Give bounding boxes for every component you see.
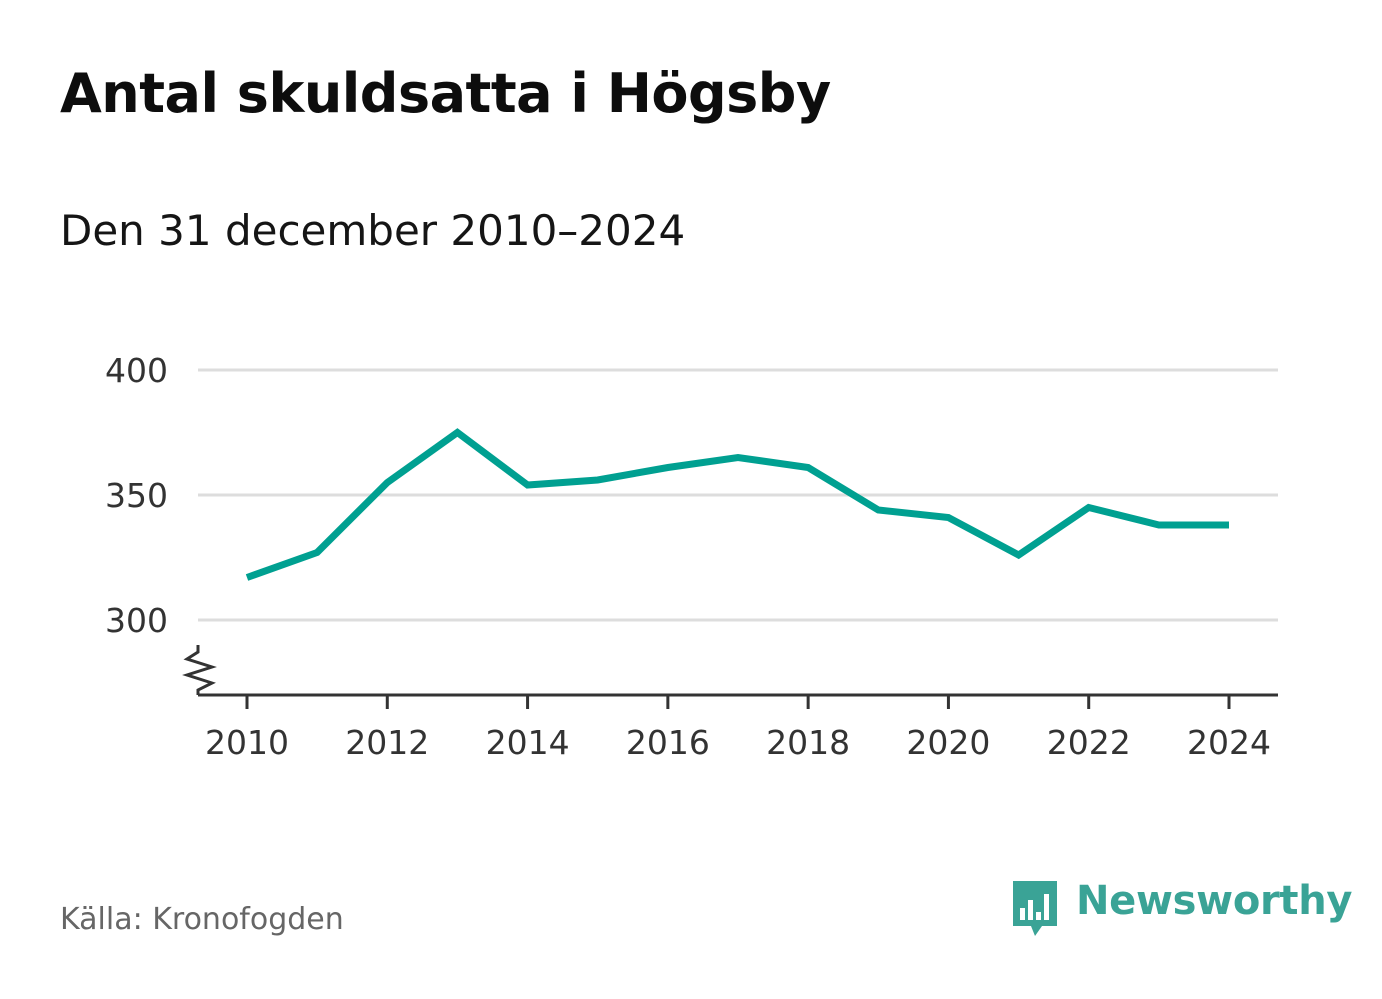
y-tick-label: 300 [105, 601, 168, 640]
x-tick-labels: 2010 2012 2014 2016 2018 2020 2022 2024 [205, 723, 1271, 762]
source-note: Källa: Kronofogden [60, 902, 344, 937]
x-tick-label: 2014 [486, 723, 570, 762]
x-tick-label: 2016 [626, 723, 710, 762]
newsworthy-logo-icon [1013, 881, 1057, 936]
brand-name: Newsworthy [1076, 878, 1353, 924]
series-lines [245, 428, 1229, 581]
brand-logo: Newsworthy [1010, 878, 1353, 942]
gridlines [198, 368, 1278, 622]
x-tick-label: 2012 [345, 723, 429, 762]
x-tick-label: 2018 [766, 723, 850, 762]
chart-title: Antal skuldsatta i Högsby [60, 62, 831, 125]
x-tick-label: 2010 [205, 723, 289, 762]
x-tick-label: 2020 [906, 723, 990, 762]
x-axis [182, 645, 1278, 709]
axis-break-mark [182, 645, 217, 695]
x-tick-label: 2022 [1047, 723, 1131, 762]
y-tick-label: 400 [105, 351, 168, 390]
y-tick-label: 350 [105, 476, 168, 515]
y-tick-labels: 300 350 400 [105, 351, 168, 640]
chart-subtitle: Den 31 december 2010–2024 [60, 206, 686, 255]
x-tick-label: 2024 [1187, 723, 1271, 762]
series-line-0 [245, 428, 1229, 581]
